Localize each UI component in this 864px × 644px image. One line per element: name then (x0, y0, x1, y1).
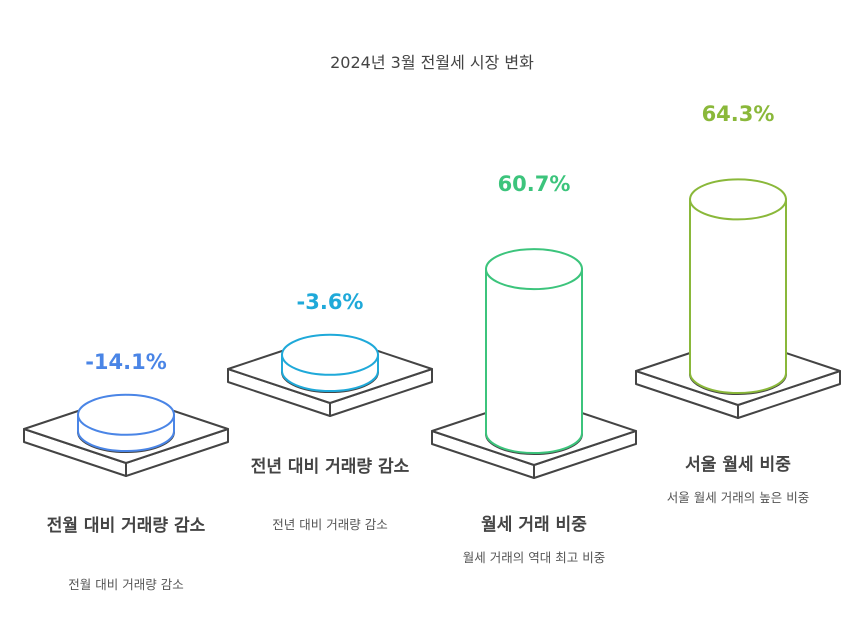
description-4: 서울 월세 거래의 높은 비중 (666, 490, 810, 505)
value-label-1: -14.1% (85, 350, 167, 374)
cylinder-top (689, 178, 787, 221)
description-1: 전월 대비 거래량 감소 (68, 577, 184, 592)
description-3: 월세 거래의 역대 최고 비중 (462, 550, 606, 565)
description-2: 전년 대비 거래량 감소 (272, 517, 388, 532)
heading-1: 전월 대비 거래량 감소 (46, 516, 206, 536)
cylinder-top (281, 333, 379, 376)
cylinder-top (77, 393, 175, 436)
cylinder-body (689, 198, 787, 394)
value-label-3: 60.7% (497, 172, 571, 196)
heading-4: 서울 월세 비중 (685, 455, 791, 475)
heading-2: 전년 대비 거래량 감소 (250, 457, 410, 477)
cylinder-body (485, 268, 583, 454)
diagram-title: 2024년 3월 전월세 시장 변화 (330, 53, 534, 72)
cylinder-top (485, 248, 583, 291)
heading-3: 월세 거래 비중 (481, 515, 587, 535)
value-label-2: -3.6% (296, 290, 364, 314)
value-label-4: 64.3% (701, 102, 775, 126)
